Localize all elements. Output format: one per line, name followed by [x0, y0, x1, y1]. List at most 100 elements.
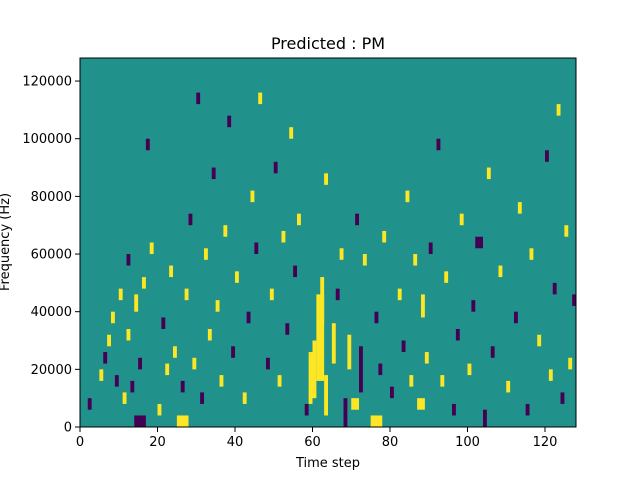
heatmap-cell — [545, 150, 549, 162]
heatmap-cell — [258, 92, 263, 105]
heatmap-cell — [343, 398, 348, 427]
heatmap-cell — [215, 300, 220, 312]
heatmap-cell — [568, 357, 573, 370]
y-tick-label: 60000 — [31, 248, 72, 263]
heatmap-cell — [103, 352, 108, 364]
heatmap-cell — [552, 282, 557, 295]
heatmap-cell — [126, 254, 131, 266]
heatmap-cell — [107, 334, 112, 347]
heatmap-cell — [149, 242, 154, 255]
heatmap-cell — [192, 357, 197, 370]
heatmap-cell — [289, 127, 294, 139]
y-tick-label: 40000 — [31, 305, 72, 320]
heatmap-cell — [176, 415, 189, 427]
x-tick-label: 20 — [149, 435, 166, 450]
heatmap-cell — [564, 225, 569, 237]
heatmap-cell — [169, 265, 174, 278]
heatmap-cell — [525, 403, 530, 416]
heatmap-cell — [459, 213, 464, 226]
heatmap-cell — [382, 230, 387, 243]
heatmap-cell — [378, 363, 383, 376]
x-tick-label: 80 — [382, 435, 399, 450]
heatmap-cell — [440, 375, 445, 387]
heatmap-cell — [157, 403, 162, 416]
y-axis: 0 20000 40000 60000 80000 100000 120000 — [22, 75, 80, 436]
heatmap-cell — [572, 294, 576, 306]
heatmap-cell — [374, 311, 379, 324]
heatmap-cell — [180, 380, 185, 393]
x-tick-label: 120 — [533, 435, 558, 450]
heatmap-cell — [359, 346, 363, 393]
y-tick-label: 0 — [64, 421, 72, 436]
heatmap-cell — [134, 415, 146, 427]
heatmap-cell — [207, 328, 212, 341]
heatmap-cell — [277, 375, 282, 387]
heatmap-cell — [517, 202, 522, 214]
heatmap-cell — [273, 161, 278, 174]
heatmap-cell — [498, 265, 503, 278]
heatmap-cell — [506, 380, 511, 393]
heatmap-cell — [87, 398, 92, 410]
heatmap-cell — [246, 311, 251, 324]
heatmap-cell — [331, 323, 336, 364]
heatmap-cell — [304, 403, 309, 416]
heatmap-cell — [204, 248, 208, 260]
x-axis-label: Time step — [295, 456, 360, 471]
heatmap-cell — [235, 271, 239, 283]
heatmap-cell — [560, 392, 565, 404]
heatmap-cell — [405, 190, 410, 203]
y-tick-label: 100000 — [22, 132, 72, 147]
heatmap-cell — [421, 294, 425, 318]
heatmap-cell — [483, 409, 487, 427]
heatmap-cell — [490, 346, 495, 358]
heatmap-cell — [308, 352, 313, 404]
heatmap-cell — [134, 294, 139, 312]
heatmap-cell — [99, 369, 104, 381]
heatmap-cell — [114, 375, 119, 387]
heatmap-cell — [556, 104, 561, 116]
heatmap-cell — [184, 288, 189, 301]
heatmap-cell — [537, 334, 542, 347]
heatmap-cell — [118, 288, 123, 301]
heatmap-cell — [196, 92, 201, 105]
heatmap-cell — [254, 242, 259, 255]
heatmap-cell — [436, 138, 441, 151]
heatmap-cell — [138, 357, 143, 370]
heatmap-cell — [444, 271, 449, 283]
heatmap-cell — [219, 375, 224, 387]
heatmap-cell — [471, 300, 476, 312]
heatmap-cell — [242, 392, 247, 404]
heatmap-cell — [351, 398, 359, 410]
heatmap-cell — [335, 288, 340, 301]
heatmap-cell — [390, 386, 394, 399]
heatmap-cells — [87, 92, 576, 427]
heatmap-cell — [231, 346, 236, 358]
heatmap-cell — [428, 242, 433, 255]
heatmap-cell — [293, 265, 298, 278]
heatmap-cell — [165, 363, 170, 376]
heatmap-cell — [417, 398, 425, 410]
heatmap-cell — [316, 294, 325, 381]
heatmap-cell — [266, 357, 270, 370]
heatmap-cell — [324, 375, 329, 416]
heatmap-cell — [269, 288, 274, 301]
heatmap-cell — [413, 254, 418, 266]
heatmap-cell — [355, 213, 360, 226]
heatmap-cell — [312, 340, 317, 399]
x-tick-label: 40 — [227, 435, 244, 450]
heatmap-cell — [130, 380, 135, 393]
heatmap-cell — [285, 323, 290, 335]
x-tick-label: 60 — [304, 435, 321, 450]
heatmap-cell — [161, 317, 166, 329]
y-tick-label: 20000 — [31, 363, 72, 378]
heatmap-cell — [455, 328, 460, 341]
heatmap-cell — [409, 375, 414, 387]
x-tick-label: 100 — [455, 435, 480, 450]
x-tick-label: 0 — [76, 435, 84, 450]
heatmap-cell — [347, 334, 352, 370]
heatmap-cell — [452, 403, 456, 416]
heatmap-cell — [122, 392, 127, 404]
heatmap-cell — [281, 230, 286, 243]
heatmap-cell — [548, 369, 553, 381]
